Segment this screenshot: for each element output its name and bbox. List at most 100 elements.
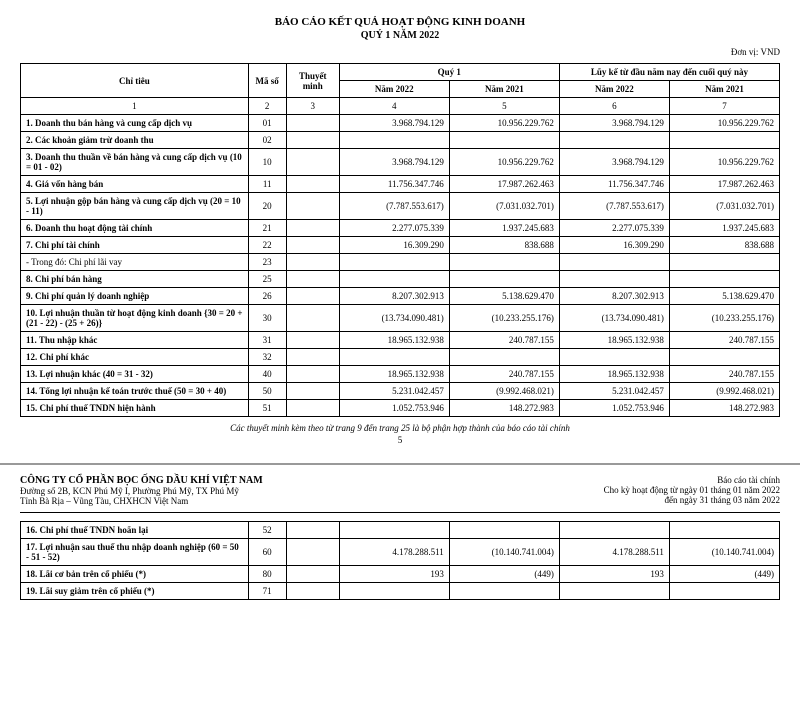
cell-lk-2022: 3.968.794.129 bbox=[559, 115, 669, 132]
cell-label: 5. Lợi nhuận gộp bán hàng và cung cấp dị… bbox=[21, 193, 249, 220]
table-row: 11. Thu nhập khác31 18.965.132.938240.787… bbox=[21, 332, 780, 349]
cell-q1-2021: 240.787.155 bbox=[449, 332, 559, 349]
cell-label: 19. Lãi suy giảm trên cổ phiếu (*) bbox=[21, 583, 249, 600]
idx-3: 3 bbox=[286, 98, 339, 115]
report-period-1: Cho kỳ hoạt động từ ngày 01 tháng 01 năm… bbox=[604, 485, 780, 495]
idx-6: 6 bbox=[559, 98, 669, 115]
cell-thuyetminh bbox=[286, 522, 339, 539]
cell-maso: 10 bbox=[248, 149, 286, 176]
table-row: 18. Lãi cơ bản trên cổ phiếu (*)80193(44… bbox=[21, 566, 780, 583]
idx-4: 4 bbox=[339, 98, 449, 115]
cell-maso: 26 bbox=[248, 288, 286, 305]
report-title: BÁO CÁO KẾT QUẢ HOẠT ĐỘNG KINH DOANH bbox=[20, 16, 780, 28]
cell-lk-2021: (9.992.468.021) bbox=[669, 383, 779, 400]
cell-q1-2021 bbox=[449, 132, 559, 149]
report-type: Báo cáo tài chính bbox=[604, 475, 780, 485]
cell-q1-2022: 2.277.075.339 bbox=[339, 220, 449, 237]
cell-q1-2021: 10.956.229.762 bbox=[449, 115, 559, 132]
cell-q1-2021 bbox=[449, 522, 559, 539]
cell-lk-2021: 17.987.262.463 bbox=[669, 176, 779, 193]
col-chitieu: Chỉ tiêu bbox=[21, 64, 249, 98]
report-period-2: đến ngày 31 tháng 03 năm 2022 bbox=[604, 495, 780, 505]
cell-maso: 21 bbox=[248, 220, 286, 237]
cell-lk-2022: (7.787.553.617) bbox=[559, 193, 669, 220]
cell-label: - Trong đó: Chi phí lãi vay bbox=[21, 254, 249, 271]
cell-q1-2021 bbox=[449, 349, 559, 366]
cell-lk-2021: (449) bbox=[669, 566, 779, 583]
cell-lk-2022 bbox=[559, 254, 669, 271]
idx-1: 1 bbox=[21, 98, 249, 115]
cell-maso: 50 bbox=[248, 383, 286, 400]
table-row: 19. Lãi suy giảm trên cổ phiếu (*)71 bbox=[21, 583, 780, 600]
col-thuyetminh: Thuyết minh bbox=[286, 64, 339, 98]
cell-q1-2021: (449) bbox=[449, 566, 559, 583]
table-row: 17. Lợi nhuận sau thuế thu nhập doanh ng… bbox=[21, 539, 780, 566]
footnote: Các thuyết minh kèm theo từ trang 9 đến … bbox=[20, 423, 780, 433]
cell-q1-2021: 838.688 bbox=[449, 237, 559, 254]
idx-2: 2 bbox=[248, 98, 286, 115]
col-lk-2021: Năm 2021 bbox=[669, 81, 779, 98]
cell-q1-2022 bbox=[339, 271, 449, 288]
cell-q1-2022: 8.207.302.913 bbox=[339, 288, 449, 305]
idx-5: 5 bbox=[449, 98, 559, 115]
cell-lk-2022 bbox=[559, 583, 669, 600]
cell-q1-2021: 240.787.155 bbox=[449, 366, 559, 383]
cell-lk-2021 bbox=[669, 583, 779, 600]
table-body-2: 16. Chi phí thuế TNDN hoãn lại5217. Lợi … bbox=[21, 522, 780, 600]
cell-label: 9. Chi phí quản lý doanh nghiệp bbox=[21, 288, 249, 305]
cell-thuyetminh bbox=[286, 132, 339, 149]
cell-thuyetminh bbox=[286, 566, 339, 583]
cell-thuyetminh bbox=[286, 176, 339, 193]
cell-maso: 31 bbox=[248, 332, 286, 349]
cell-maso: 01 bbox=[248, 115, 286, 132]
cell-label: 14. Tổng lợi nhuận kế toán trước thuế (5… bbox=[21, 383, 249, 400]
cell-label: 2. Các khoản giảm trừ doanh thu bbox=[21, 132, 249, 149]
table-row: 5. Lợi nhuận gộp bán hàng và cung cấp dị… bbox=[21, 193, 780, 220]
cell-label: 13. Lợi nhuận khác (40 = 31 - 32) bbox=[21, 366, 249, 383]
cell-maso: 60 bbox=[248, 539, 286, 566]
cell-thuyetminh bbox=[286, 254, 339, 271]
cell-label: 16. Chi phí thuế TNDN hoãn lại bbox=[21, 522, 249, 539]
page-divider bbox=[0, 463, 800, 465]
cell-maso: 22 bbox=[248, 237, 286, 254]
cell-thuyetminh bbox=[286, 305, 339, 332]
cell-q1-2022: 1.052.753.946 bbox=[339, 400, 449, 417]
table-row: 15. Chi phí thuế TNDN hiện hành511.052.7… bbox=[21, 400, 780, 417]
cell-q1-2021: 10.956.229.762 bbox=[449, 149, 559, 176]
cell-lk-2022 bbox=[559, 132, 669, 149]
page-number: 5 bbox=[20, 435, 780, 445]
cell-lk-2022: 2.277.075.339 bbox=[559, 220, 669, 237]
income-statement-table: Chỉ tiêu Mã số Thuyết minh Quý 1 Lũy kế … bbox=[20, 63, 780, 417]
cell-maso: 20 bbox=[248, 193, 286, 220]
cell-maso: 30 bbox=[248, 305, 286, 332]
cell-lk-2022: 18.965.132.938 bbox=[559, 332, 669, 349]
col-maso: Mã số bbox=[248, 64, 286, 98]
cell-lk-2021 bbox=[669, 254, 779, 271]
cell-q1-2021: 5.138.629.470 bbox=[449, 288, 559, 305]
cell-thuyetminh bbox=[286, 366, 339, 383]
cell-q1-2021: 17.987.262.463 bbox=[449, 176, 559, 193]
cell-label: 11. Thu nhập khác bbox=[21, 332, 249, 349]
company-header: CÔNG TY CỔ PHẦN BỌC ỐNG DẦU KHÍ VIỆT NAM… bbox=[20, 475, 780, 513]
cell-thuyetminh bbox=[286, 193, 339, 220]
cell-q1-2022: 16.309.290 bbox=[339, 237, 449, 254]
cell-label: 7. Chi phí tài chính bbox=[21, 237, 249, 254]
cell-label: 18. Lãi cơ bản trên cổ phiếu (*) bbox=[21, 566, 249, 583]
cell-q1-2022: 11.756.347.746 bbox=[339, 176, 449, 193]
cell-q1-2021: (10.140.741.004) bbox=[449, 539, 559, 566]
cell-lk-2022 bbox=[559, 522, 669, 539]
cell-label: 4. Giá vốn hàng bán bbox=[21, 176, 249, 193]
cell-thuyetminh bbox=[286, 383, 339, 400]
cell-thuyetminh bbox=[286, 539, 339, 566]
cell-lk-2021: 5.138.629.470 bbox=[669, 288, 779, 305]
table-body: 1. Doanh thu bán hàng và cung cấp dịch v… bbox=[21, 115, 780, 417]
table-row: - Trong đó: Chi phí lãi vay23 bbox=[21, 254, 780, 271]
cell-q1-2021 bbox=[449, 583, 559, 600]
cell-thuyetminh bbox=[286, 220, 339, 237]
cell-q1-2021: (9.992.468.021) bbox=[449, 383, 559, 400]
table-row: 8. Chi phí bán hàng25 bbox=[21, 271, 780, 288]
cell-maso: 25 bbox=[248, 271, 286, 288]
cell-q1-2021: (7.031.032.701) bbox=[449, 193, 559, 220]
cell-thuyetminh bbox=[286, 288, 339, 305]
cell-label: 10. Lợi nhuận thuần từ hoạt động kinh do… bbox=[21, 305, 249, 332]
